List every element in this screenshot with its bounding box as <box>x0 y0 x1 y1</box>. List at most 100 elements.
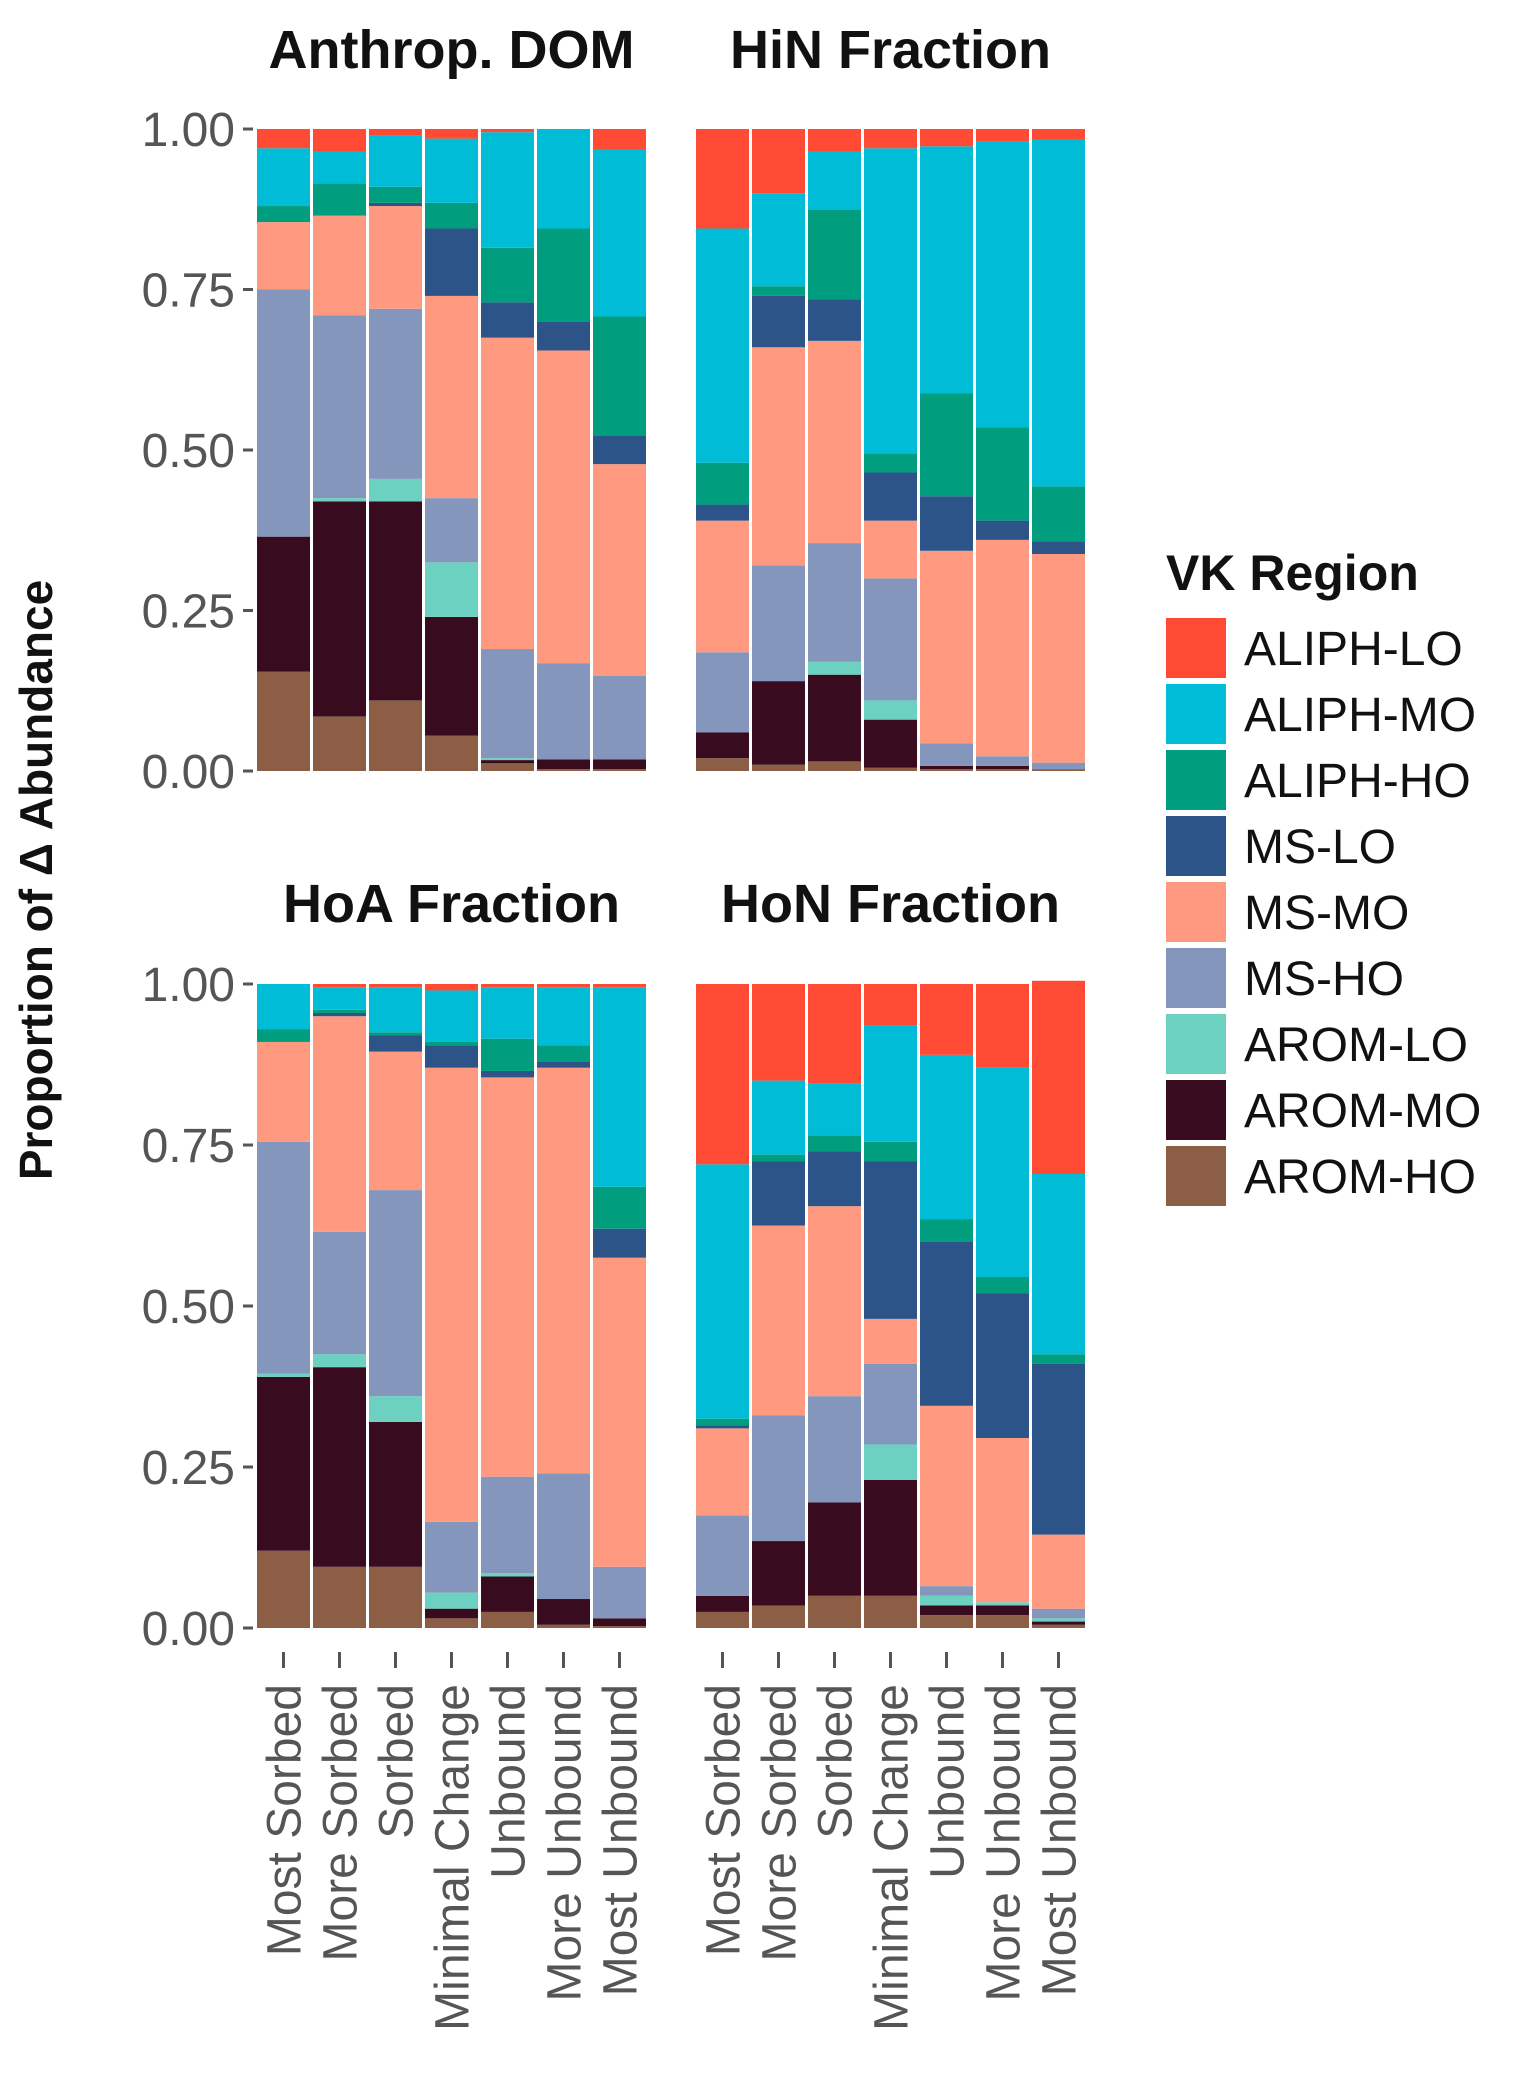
bar-segment-arom-mo <box>537 1599 590 1625</box>
bar-segment-aliph-ho <box>425 202 478 229</box>
bar-segment-aliph-mo <box>864 1025 917 1142</box>
bar-segment-aliph-mo <box>696 1164 749 1419</box>
bar-segment-aliph-lo <box>920 984 973 1055</box>
bar-segment-ms-ho <box>864 578 917 701</box>
bar-segment-arom-mo <box>369 1421 422 1567</box>
bar-segment-arom-mo <box>920 1605 973 1616</box>
bar-segment-ms-mo <box>313 1016 366 1232</box>
bar-segment-arom-ho <box>593 1626 646 1628</box>
legend-label: MS-MO <box>1244 887 1409 940</box>
bar-segment-ms-ho <box>920 1586 973 1596</box>
bar-segment-ms-lo <box>752 295 805 348</box>
bar-segment-aliph-lo <box>808 984 861 1084</box>
bar-segment-aliph-lo <box>920 129 973 147</box>
bar-segment-ms-ho <box>257 1141 310 1374</box>
bar-segment-ms-mo <box>808 340 861 544</box>
bar-segment-aliph-ho <box>369 186 422 203</box>
bar-segment-aliph-ho <box>1032 486 1085 542</box>
bar-segment-aliph-lo <box>425 129 478 139</box>
bar-segment-ms-ho <box>369 308 422 479</box>
bar-segment-aliph-mo <box>369 135 422 187</box>
bar-segment-aliph-lo <box>481 984 534 988</box>
bar-segment-aliph-lo <box>369 129 422 136</box>
bar-segment-ms-mo <box>696 520 749 653</box>
bar-segment-aliph-lo <box>313 984 366 988</box>
x-tick-label: Sorbed <box>810 1684 863 1839</box>
bar-segment-ms-mo <box>425 295 478 499</box>
bar-segment-ms-lo <box>593 435 646 465</box>
panel-0: Anthrop. DOM 0.00 0.25 0.50 0.75 1.00 <box>142 20 646 799</box>
legend-label: AROM-MO <box>1244 1085 1481 1138</box>
bar-segment-arom-mo <box>537 759 590 770</box>
bar-segment-aliph-mo <box>976 141 1029 428</box>
x-tick-label: Minimal Change <box>427 1684 480 2031</box>
bar-segment-ms-lo <box>425 228 478 296</box>
panel-3: HoN Fraction <box>696 874 1085 1628</box>
bar-segment-arom-ho <box>537 1624 590 1628</box>
bar-segment-arom-mo <box>808 1502 861 1596</box>
bar-segment-arom-ho <box>313 1566 366 1628</box>
bar-segment-arom-mo <box>864 1479 917 1596</box>
panel-2: HoA Fraction 0.00 0.25 0.50 0.75 1.00 <box>142 874 646 1656</box>
bar-segment-arom-lo <box>1032 1618 1085 1622</box>
bar-segment-ms-lo <box>864 472 917 521</box>
bar-segment-arom-lo <box>313 1354 366 1368</box>
y-tick-label: 0.50 <box>142 425 235 478</box>
bar-segment-arom-mo <box>425 616 478 736</box>
bar-segment-aliph-ho <box>313 1009 366 1013</box>
bar-segment-arom-lo <box>481 1573 534 1577</box>
bar-segment-ms-ho <box>313 315 366 499</box>
bar-segment-aliph-mo <box>864 148 917 454</box>
bar-segment-aliph-lo <box>808 129 861 152</box>
legend-swatch-ms-ho <box>1166 948 1226 1008</box>
bar-segment-aliph-mo <box>313 151 366 184</box>
bar-segment-arom-mo <box>257 536 310 672</box>
bar-segment-ms-ho <box>920 743 973 766</box>
bar-segment-arom-ho <box>257 1550 310 1628</box>
bar-segment-aliph-ho <box>593 1186 646 1229</box>
bar-segment-arom-ho <box>808 1595 861 1628</box>
x-tick-label: Most Sorbed <box>259 1684 312 1956</box>
bar-segment-ms-mo <box>481 337 534 650</box>
bar-segment-ms-ho <box>593 1566 646 1619</box>
bar-segment-ms-mo <box>257 1041 310 1142</box>
bar-segment-ms-ho <box>425 1521 478 1593</box>
bar-segment-aliph-mo <box>808 151 861 210</box>
bar-segment-arom-ho <box>808 761 861 771</box>
bar-segment-ms-mo <box>696 1428 749 1516</box>
bar-segment-arom-mo <box>808 674 861 762</box>
bar-segment-ms-lo <box>537 321 590 351</box>
bar-segment-ms-mo <box>752 347 805 566</box>
bar-segment-aliph-lo <box>752 129 805 194</box>
bar-segment-arom-ho <box>696 1611 749 1628</box>
bar-segment-arom-ho <box>752 1605 805 1628</box>
bar-segment-ms-lo <box>752 1161 805 1226</box>
bar-segment-arom-mo <box>313 1367 366 1567</box>
legend-swatch-arom-mo <box>1166 1080 1226 1140</box>
bar-segment-ms-ho <box>1032 762 1085 770</box>
bar-segment-aliph-lo <box>1032 980 1085 1174</box>
bar-segment-aliph-mo <box>752 1080 805 1155</box>
bar-segment-arom-ho <box>481 763 534 771</box>
bar-segment-aliph-ho <box>369 1032 422 1036</box>
bar-segment-aliph-lo <box>369 984 422 988</box>
bar-segment-ms-lo <box>1032 1363 1085 1535</box>
bar-segment-aliph-ho <box>425 1041 478 1046</box>
bar-segment-ms-ho <box>537 663 590 760</box>
bar-segment-aliph-ho <box>593 316 646 436</box>
bar-segment-arom-lo <box>369 478 422 502</box>
y-tick-label: 1.00 <box>142 959 235 1012</box>
x-tick-label: Most Sorbed <box>698 1684 751 1956</box>
bar-segment-arom-ho <box>864 767 917 771</box>
y-tick-label: 0.00 <box>142 746 235 799</box>
bar-segment-arom-ho <box>696 758 749 771</box>
panel-title: HoA Fraction <box>283 874 620 934</box>
bar-segment-ms-ho <box>593 675 646 760</box>
legend-swatch-ms-lo <box>1166 816 1226 876</box>
bar-segment-arom-ho <box>369 700 422 771</box>
bar-segment-ms-lo <box>1032 541 1085 555</box>
bar-segment-aliph-ho <box>864 453 917 473</box>
y-tick-label: 0.75 <box>142 265 235 318</box>
bar-segment-ms-lo <box>481 302 534 338</box>
x-tick-label: Unbound <box>922 1684 975 1879</box>
